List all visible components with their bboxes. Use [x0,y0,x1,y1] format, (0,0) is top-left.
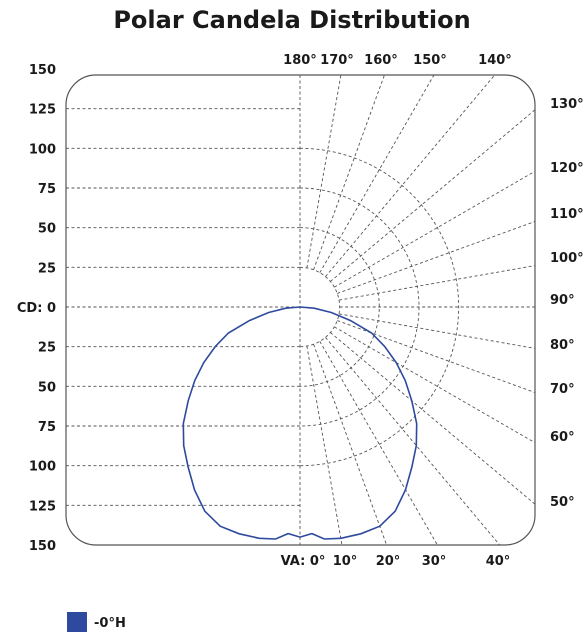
angle-tick-label: 110° [550,207,584,222]
candela-curve [182,306,418,540]
candela-tick-label: 50 [38,222,56,237]
angle-tick-label: 40° [486,554,511,569]
candela-tick-label: 100 [29,460,56,475]
candela-tick-label: 75 [38,182,56,197]
legend-label: -0°H [94,616,126,631]
angle-tick-label: 70° [550,382,575,397]
angle-grid-line [337,320,536,393]
angle-tick-label: 60° [550,430,575,445]
candela-tick-label: 50 [38,380,56,395]
candela-tick-label: 25 [38,341,56,356]
angle-grid-line [334,326,536,444]
angle-tick-label: 20° [376,554,401,569]
candela-tick-label: 150 [29,63,56,78]
angle-grid-line [325,74,496,277]
angle-tick-label: 130° [550,97,584,112]
angle-tick-label: VA: 0° [281,554,326,569]
angle-grid-line [337,221,536,294]
angle-tick-label: 100° [550,251,584,266]
candela-tick-label: 125 [29,103,56,118]
angle-tick-label: 90° [550,293,575,308]
angle-grid-line [325,337,501,546]
candela-tick-label: 100 [29,142,56,157]
angle-tick-label: 160° [364,53,398,68]
angle-tick-label: 150° [413,53,447,68]
angle-grid-line [330,109,536,282]
legend-swatch [67,612,87,632]
plot-frame [65,74,536,546]
candela-circle [299,147,460,467]
candela-tick-label: CD: 0 [17,301,56,316]
candela-circle [299,187,420,427]
angle-grid-line [319,341,438,546]
angle-grid-line [319,74,435,273]
chart-title: Polar Candela Distribution [113,6,470,34]
angle-tick-label: 50° [550,495,575,510]
curve-layer [182,306,418,540]
angle-grid-line [306,74,342,269]
candela-tick-label: 75 [38,420,56,435]
candela-tick-label: 25 [38,261,56,276]
candela-tick-label: 150 [29,539,56,554]
angle-tick-label: 180° [283,53,317,68]
angle-tick-label: 30° [422,554,447,569]
angle-grid-line [313,74,385,270]
angle-grid-line [338,313,536,349]
angle-grid-line [338,265,536,301]
angle-tick-label: 80° [550,338,575,353]
angle-tick-label: 120° [550,161,584,176]
angle-grid-line [313,344,388,546]
candela-tick-label: 125 [29,499,56,514]
grid [66,74,536,546]
angle-tick-label: 170° [320,53,354,68]
angle-tick-label: 140° [478,53,512,68]
angle-tick-label: 10° [333,554,358,569]
angle-grid-line [330,332,536,505]
angle-grid-line [334,170,536,288]
legend: -0°H [67,612,126,632]
angle-grid-line [306,345,343,546]
